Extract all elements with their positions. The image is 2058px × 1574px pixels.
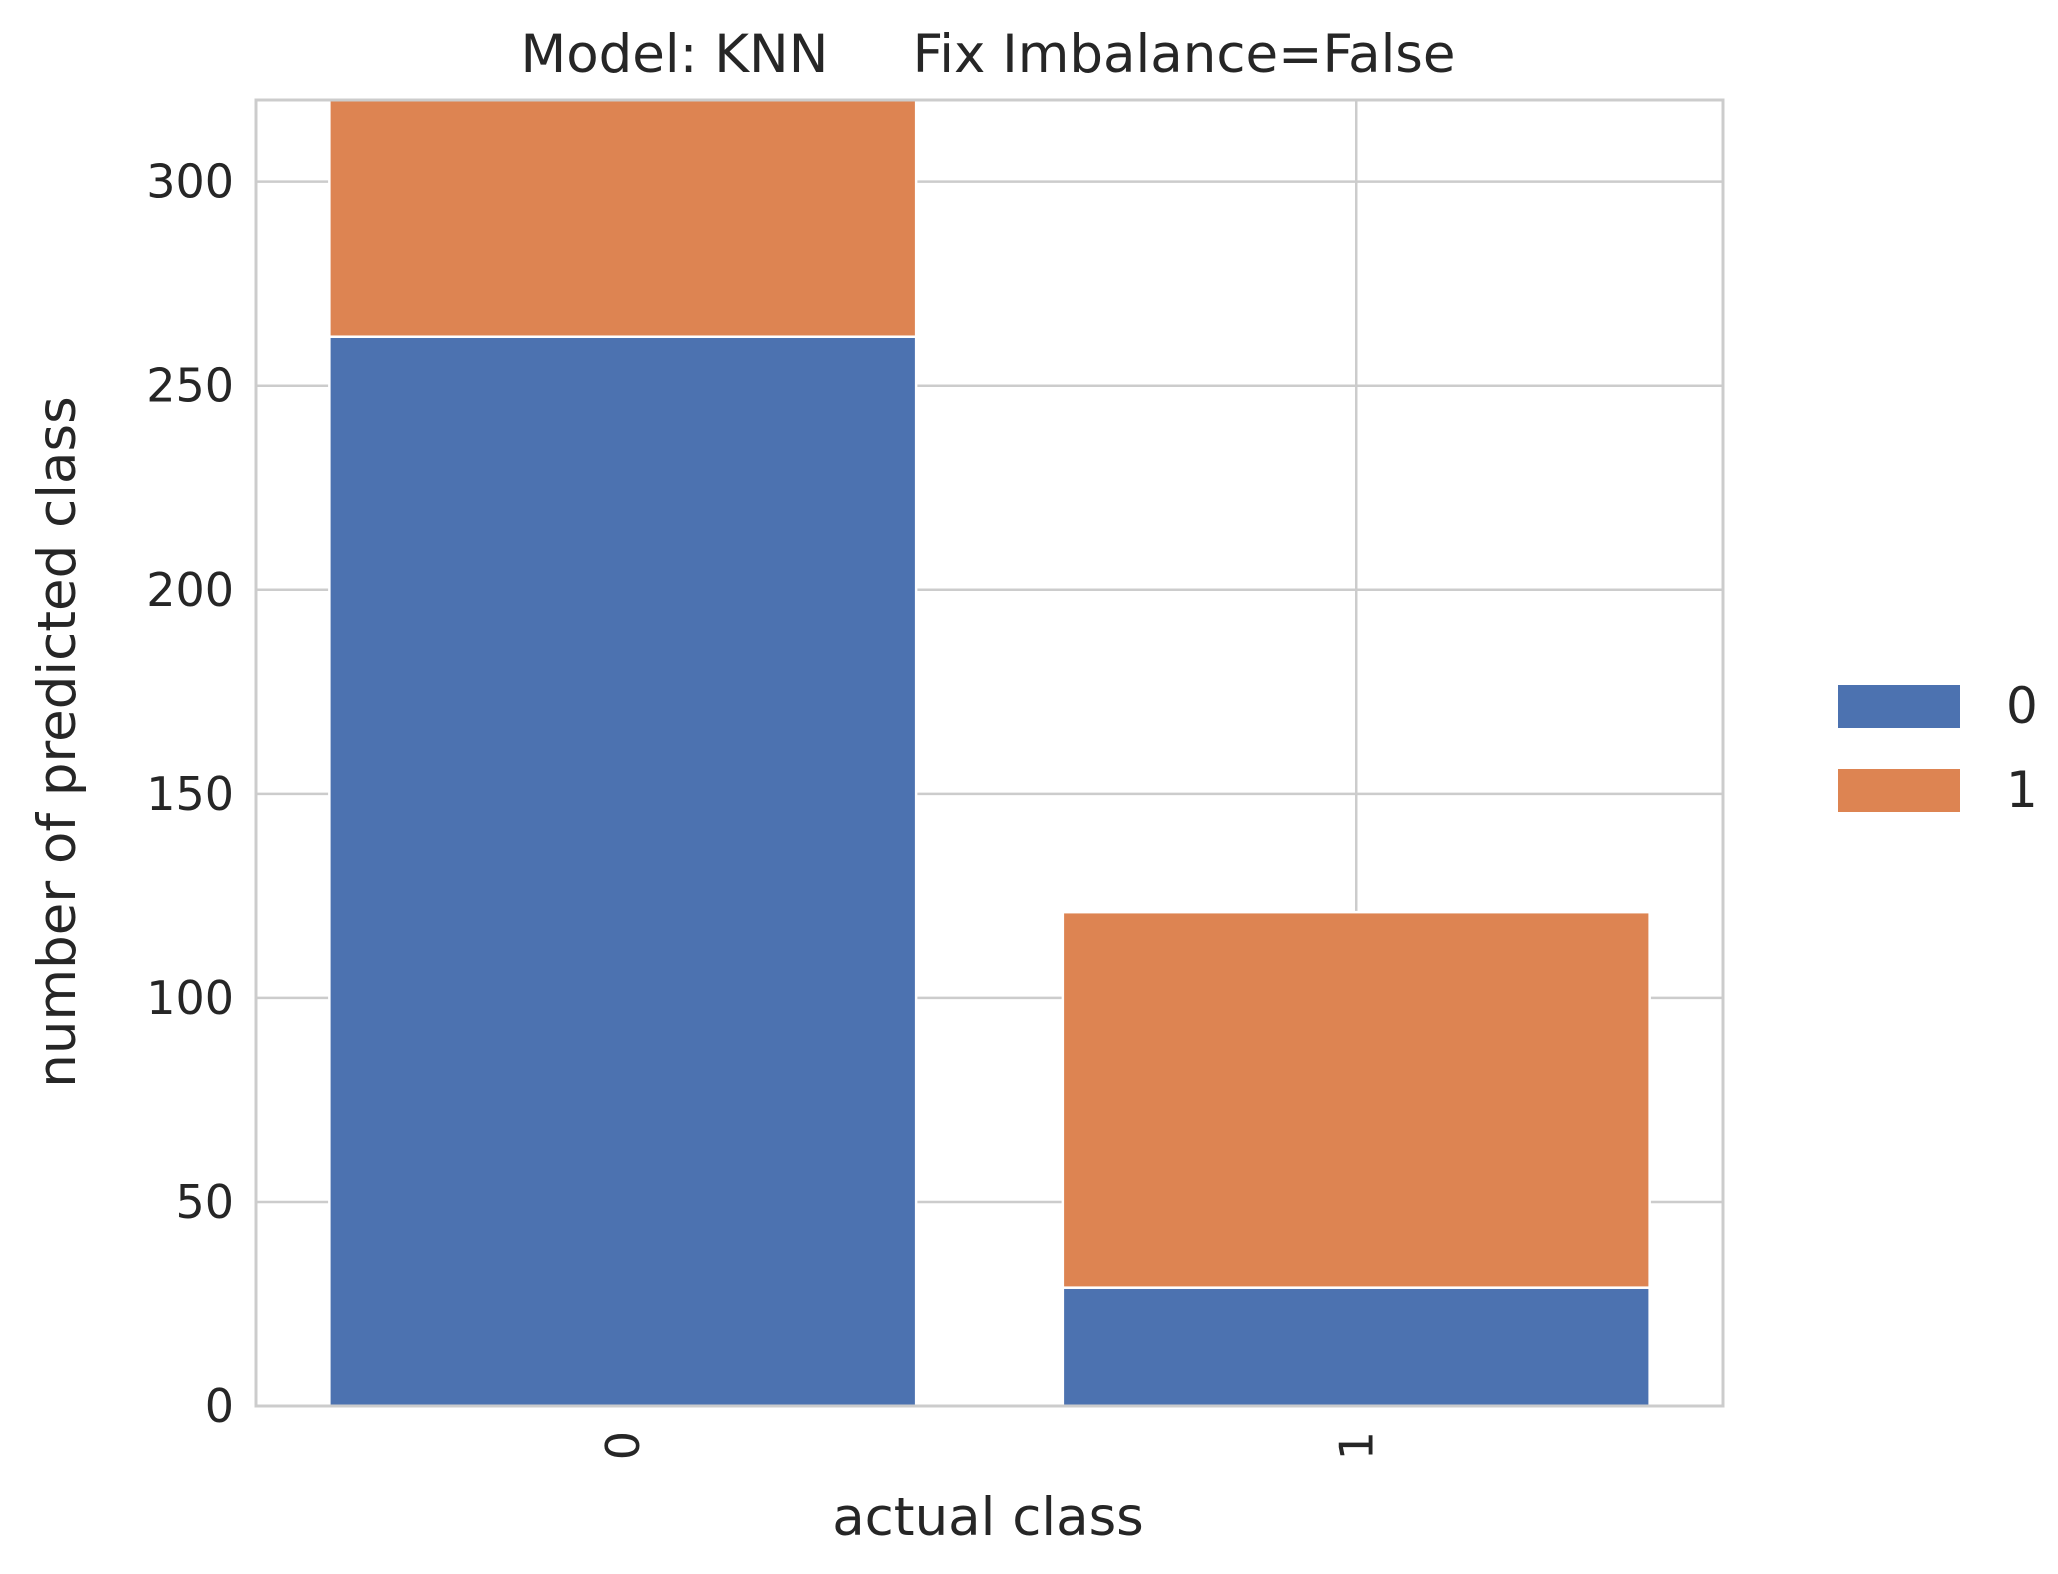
- y-tick-label: 0: [205, 1379, 234, 1433]
- y-tick-labels: 0 50 100 150 200 250 300: [146, 155, 234, 1433]
- y-tick-label: 300: [146, 155, 234, 209]
- legend: 01: [1838, 677, 2038, 819]
- plot-frame: [254, 98, 1725, 1408]
- legend-label-0: 0: [2006, 677, 2038, 735]
- y-tick-label: 150: [146, 767, 234, 821]
- y-tick-label: 250: [146, 359, 234, 413]
- bar-segment-class-1-pred-1: [1061, 910, 1651, 1289]
- y-tick-label: 100: [146, 971, 234, 1025]
- y-tick-label: 200: [146, 563, 234, 617]
- chart-title: Model: KNN Fix Imbalance=False: [520, 24, 1455, 85]
- x-axis-label: actual class: [832, 1487, 1144, 1548]
- bar-segment-class-0-pred-0: [328, 335, 918, 1408]
- x-tick-label: 0: [596, 1431, 650, 1460]
- bar-segment-class-1-pred-0: [1061, 1286, 1651, 1408]
- x-tick-label: 1: [1329, 1431, 1383, 1460]
- legend-swatch-0: [1838, 685, 1960, 728]
- bars: [328, 98, 1651, 1408]
- legend-swatch-1: [1838, 769, 1960, 812]
- y-axis-label: number of predicted class: [27, 396, 88, 1087]
- y-tick-label: 50: [175, 1175, 234, 1229]
- bar-segment-class-0-pred-1: [328, 98, 918, 338]
- legend-label-1: 1: [2006, 761, 2038, 819]
